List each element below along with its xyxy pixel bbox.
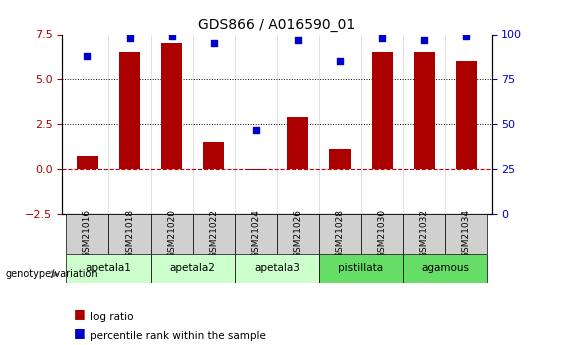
Bar	[119, 52, 140, 169]
Point	[251, 127, 260, 132]
Text: GSM21016: GSM21016	[83, 209, 92, 258]
FancyBboxPatch shape	[66, 214, 108, 254]
FancyBboxPatch shape	[403, 214, 445, 254]
Text: percentile rank within the sample: percentile rank within the sample	[90, 332, 266, 341]
Bar	[414, 52, 434, 169]
Point	[462, 33, 471, 39]
FancyBboxPatch shape	[66, 254, 150, 283]
Bar	[245, 169, 266, 170]
Text: GSM21030: GSM21030	[377, 209, 386, 258]
Point	[209, 41, 218, 46]
Text: GSM21032: GSM21032	[420, 209, 429, 258]
Text: GSM21024: GSM21024	[251, 209, 260, 258]
Bar	[77, 157, 98, 169]
FancyBboxPatch shape	[193, 214, 234, 254]
Text: apetala1: apetala1	[85, 263, 132, 273]
FancyBboxPatch shape	[319, 254, 403, 283]
Point	[293, 37, 302, 43]
FancyBboxPatch shape	[361, 214, 403, 254]
FancyBboxPatch shape	[445, 214, 488, 254]
Bar	[329, 149, 350, 169]
FancyBboxPatch shape	[403, 254, 488, 283]
Text: ■: ■	[73, 326, 85, 339]
Bar	[372, 52, 393, 169]
Text: ■: ■	[73, 307, 85, 321]
Title: GDS866 / A016590_01: GDS866 / A016590_01	[198, 18, 355, 32]
Bar	[288, 117, 308, 169]
Text: GSM21020: GSM21020	[167, 209, 176, 258]
Bar	[203, 142, 224, 169]
Text: GSM21018: GSM21018	[125, 209, 134, 258]
Text: agamous: agamous	[421, 263, 470, 273]
Bar	[161, 43, 182, 169]
Text: pistillata: pistillata	[338, 263, 384, 273]
Text: GSM21028: GSM21028	[336, 209, 345, 258]
FancyBboxPatch shape	[108, 214, 150, 254]
Text: apetala3: apetala3	[254, 263, 300, 273]
FancyBboxPatch shape	[234, 214, 277, 254]
Text: GSM21026: GSM21026	[293, 209, 302, 258]
Text: GSM21034: GSM21034	[462, 209, 471, 258]
Text: GSM21022: GSM21022	[209, 209, 218, 258]
Text: log ratio: log ratio	[90, 313, 134, 322]
FancyBboxPatch shape	[150, 254, 234, 283]
Point	[420, 37, 429, 43]
FancyBboxPatch shape	[277, 214, 319, 254]
Point	[83, 53, 92, 59]
Text: apetala2: apetala2	[170, 263, 216, 273]
Point	[336, 59, 345, 64]
FancyBboxPatch shape	[234, 254, 319, 283]
FancyBboxPatch shape	[319, 214, 361, 254]
Bar	[456, 61, 477, 169]
Point	[125, 35, 134, 41]
Point	[377, 35, 386, 41]
Point	[167, 33, 176, 39]
Text: genotype/variation: genotype/variation	[6, 269, 98, 279]
FancyBboxPatch shape	[150, 214, 193, 254]
